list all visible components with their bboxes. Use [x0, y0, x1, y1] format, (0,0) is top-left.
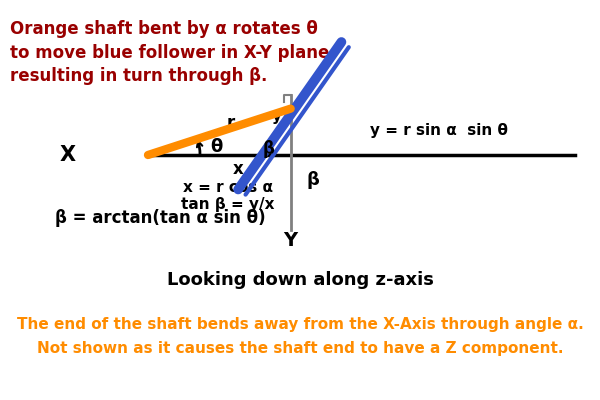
Text: x: x: [233, 160, 244, 178]
Text: θ: θ: [210, 138, 222, 156]
Text: The end of the shaft bends away from the X-Axis through angle α.: The end of the shaft bends away from the…: [17, 318, 583, 332]
Text: y = r sin α  sin θ: y = r sin α sin θ: [370, 122, 508, 138]
Text: β: β: [263, 140, 275, 158]
Text: Y: Y: [284, 230, 298, 250]
Text: r: r: [226, 114, 235, 132]
Text: Not shown as it causes the shaft end to have a Z component.: Not shown as it causes the shaft end to …: [37, 340, 563, 356]
Text: y: y: [272, 109, 281, 124]
Text: Looking down along z-axis: Looking down along z-axis: [167, 271, 433, 289]
Text: β = arctan(tan α sin θ): β = arctan(tan α sin θ): [55, 209, 266, 227]
Text: β: β: [306, 171, 319, 189]
Text: Orange shaft bent by α rotates θ
to move blue follower in X-Y plane
resulting in: Orange shaft bent by α rotates θ to move…: [10, 20, 329, 85]
Text: x = r cos α: x = r cos α: [183, 180, 273, 194]
Text: X: X: [60, 145, 76, 165]
Text: tan β = y/x: tan β = y/x: [181, 198, 275, 212]
